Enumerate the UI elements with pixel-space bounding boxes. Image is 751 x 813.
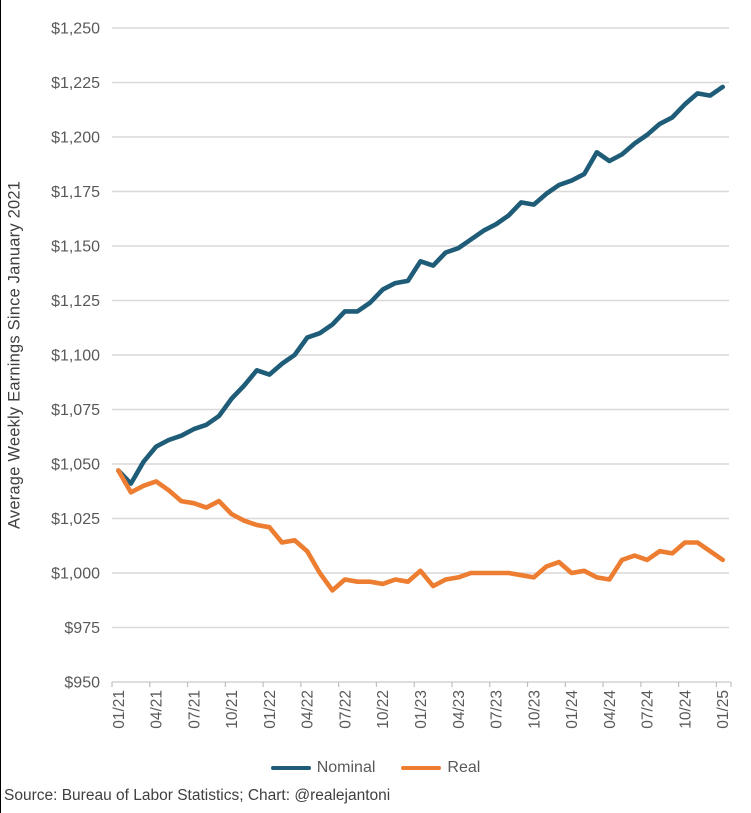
y-axis-tick-label: $975 [64, 620, 100, 637]
x-axis-tick-label: 07/21 [186, 690, 203, 729]
x-axis-tick-label: 04/23 [451, 690, 468, 729]
y-axis-tick-label: $1,250 [51, 21, 100, 38]
x-axis-tick-label: 07/23 [489, 690, 506, 729]
real-line-series [116, 468, 726, 593]
y-axis-tick-label: $1,075 [51, 402, 100, 419]
x-axis-tick-label: 01/24 [564, 690, 581, 729]
y-axis-tick-label: $1,175 [51, 184, 100, 201]
y-axis-tick-label: $1,050 [51, 457, 100, 474]
x-axis-tick-label: 07/24 [640, 690, 657, 729]
x-axis-tick-label: 01/21 [111, 690, 128, 729]
legend-label-real: Real [447, 759, 481, 776]
x-axis-tick-label: 04/21 [149, 690, 166, 729]
x-axis-tick-label: 01/23 [413, 690, 430, 729]
x-axis-tick-label: 04/22 [300, 690, 317, 729]
y-axis-tick-label: $1,100 [51, 348, 100, 365]
x-axis-tick-label: 10/24 [677, 690, 694, 729]
y-axis-tick-label: $1,225 [51, 75, 100, 92]
x-axis-tick-label: 10/22 [375, 690, 392, 729]
legend-label-nominal: Nominal [316, 759, 376, 776]
real-line-swatch [401, 765, 442, 771]
y-axis-tick-label: $950 [64, 675, 100, 692]
plot-area: $950 $975 $1,000 $1,025 $1,050 $1,075 $1,100 $1… [51, 21, 732, 729]
source-note: Source: Bureau of Labor Statistics; Char… [4, 787, 391, 804]
x-axis-tick-label: 04/24 [602, 690, 619, 729]
nominal-line-series [116, 84, 726, 486]
chart-legend: Nominal Real [0, 757, 751, 779]
y-axis-title: Average Weekly Earnings Since January 20… [5, 180, 24, 530]
y-axis-tick-label: $1,000 [51, 566, 100, 583]
x-axis-tick-label: 10/21 [224, 690, 241, 729]
x-axis-tick-label: 01/22 [262, 690, 279, 729]
y-axis-tick-label: $1,200 [51, 130, 100, 147]
nominal-line-swatch [270, 765, 311, 771]
x-axis-tick-label: 01/25 [715, 690, 732, 729]
y-axis-tick-label: $1,125 [51, 293, 100, 310]
y-axis-tick-label: $1,025 [51, 511, 100, 528]
legend-item-real: Real [401, 759, 480, 777]
y-axis-tick-label: $1,150 [51, 239, 100, 256]
x-axis-tick-label: 07/22 [337, 690, 354, 729]
window-left-border [0, 0, 1, 813]
x-axis-tick-label: 10/23 [526, 690, 543, 729]
legend-item-nominal: Nominal [270, 759, 376, 777]
